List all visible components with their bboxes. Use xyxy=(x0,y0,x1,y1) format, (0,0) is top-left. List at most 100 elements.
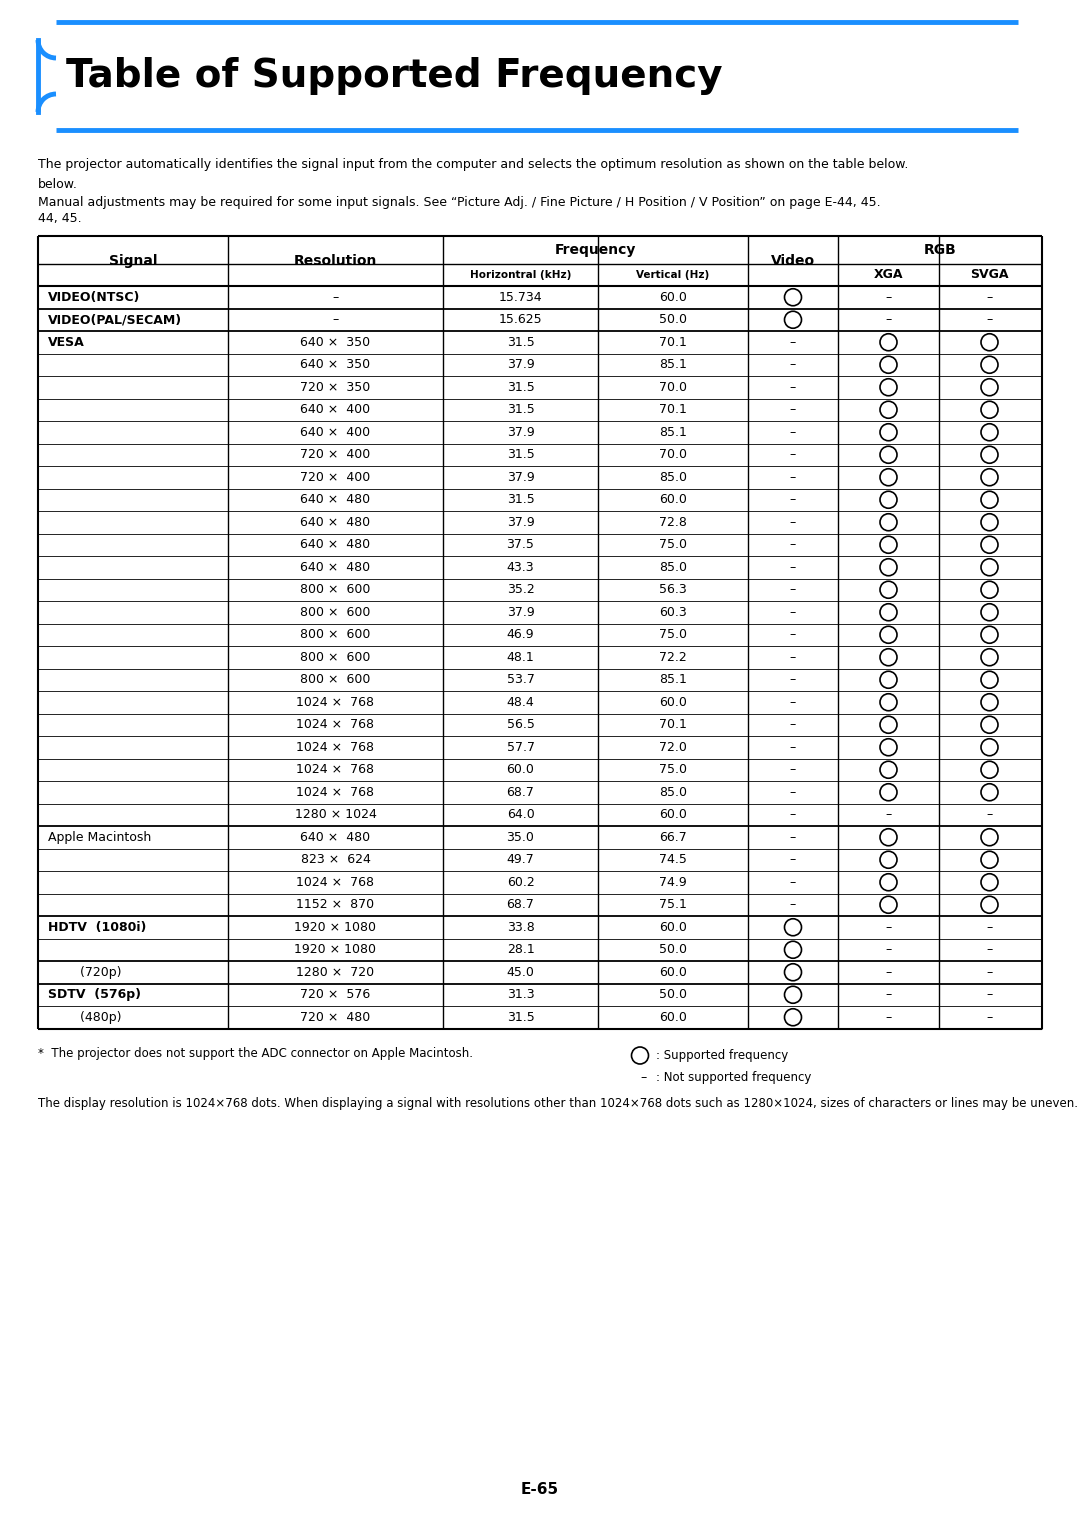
Text: 37.9: 37.9 xyxy=(507,606,535,618)
Text: Table of Supported Frequency: Table of Supported Frequency xyxy=(66,56,723,95)
Text: XGA: XGA xyxy=(874,269,903,281)
Text: –: – xyxy=(789,696,796,708)
Text: –: – xyxy=(986,920,993,934)
Text: 68.7: 68.7 xyxy=(507,786,535,798)
Text: –: – xyxy=(886,943,892,957)
Text: 60.3: 60.3 xyxy=(659,606,687,618)
Text: 43.3: 43.3 xyxy=(507,560,535,574)
Text: 70.0: 70.0 xyxy=(659,449,687,461)
Text: 74.5: 74.5 xyxy=(659,853,687,867)
Text: 49.7: 49.7 xyxy=(507,853,535,867)
Text: –: – xyxy=(789,719,796,731)
Text: –: – xyxy=(789,830,796,844)
Text: 56.3: 56.3 xyxy=(659,583,687,597)
Text: –: – xyxy=(789,809,796,821)
Text: The projector automatically identifies the signal input from the computer and se: The projector automatically identifies t… xyxy=(38,159,908,171)
Text: 640 ×  480: 640 × 480 xyxy=(300,830,370,844)
Text: Video: Video xyxy=(771,253,815,269)
Text: 37.9: 37.9 xyxy=(507,359,535,371)
Text: –: – xyxy=(789,359,796,371)
Text: –: – xyxy=(886,291,892,304)
Text: below.: below. xyxy=(38,179,78,191)
Text: 60.0: 60.0 xyxy=(659,696,687,708)
Text: 48.4: 48.4 xyxy=(507,696,535,708)
Text: 37.5: 37.5 xyxy=(507,539,535,551)
Text: 31.3: 31.3 xyxy=(507,989,535,1001)
Text: 72.0: 72.0 xyxy=(659,740,687,754)
Text: 800 ×  600: 800 × 600 xyxy=(300,606,370,618)
Text: 72.2: 72.2 xyxy=(659,650,687,664)
Text: Vertical (Hz): Vertical (Hz) xyxy=(636,270,710,279)
Text: –: – xyxy=(789,493,796,507)
Text: 53.7: 53.7 xyxy=(507,673,535,687)
Text: –: – xyxy=(886,809,892,821)
Text: –: – xyxy=(789,899,796,911)
Text: 50.0: 50.0 xyxy=(659,989,687,1001)
Text: 75.0: 75.0 xyxy=(659,539,687,551)
Text: –: – xyxy=(789,876,796,888)
Text: Manual adjustments may be required for some input signals. See “Picture Adj. / F: Manual adjustments may be required for s… xyxy=(38,195,880,209)
Text: 45.0: 45.0 xyxy=(507,966,535,978)
Text: Resolution: Resolution xyxy=(294,253,377,269)
Text: 33.8: 33.8 xyxy=(507,920,535,934)
Text: –: – xyxy=(789,382,796,394)
Text: 35.0: 35.0 xyxy=(507,830,535,844)
Text: 60.2: 60.2 xyxy=(507,876,535,888)
Text: 35.2: 35.2 xyxy=(507,583,535,597)
Text: 640 ×  480: 640 × 480 xyxy=(300,493,370,507)
Text: 60.0: 60.0 xyxy=(659,1010,687,1024)
Text: 37.9: 37.9 xyxy=(507,426,535,439)
Text: 1152 ×  870: 1152 × 870 xyxy=(296,899,375,911)
Text: VIDEO(PAL/SECAM): VIDEO(PAL/SECAM) xyxy=(48,313,183,327)
Text: –: – xyxy=(986,313,993,327)
Text: –: – xyxy=(789,516,796,528)
Text: 1024 ×  768: 1024 × 768 xyxy=(297,763,375,777)
Text: 66.7: 66.7 xyxy=(659,830,687,844)
Text: 1024 ×  768: 1024 × 768 xyxy=(297,696,375,708)
Text: HDTV  (1080i): HDTV (1080i) xyxy=(48,920,147,934)
Text: 37.9: 37.9 xyxy=(507,516,535,528)
Text: 31.5: 31.5 xyxy=(507,336,535,349)
Text: 31.5: 31.5 xyxy=(507,1010,535,1024)
Text: 60.0: 60.0 xyxy=(659,920,687,934)
Text: 720 ×  400: 720 × 400 xyxy=(300,449,370,461)
Text: 1024 ×  768: 1024 × 768 xyxy=(297,786,375,798)
Text: 72.8: 72.8 xyxy=(659,516,687,528)
Text: –: – xyxy=(886,1010,892,1024)
Text: 85.0: 85.0 xyxy=(659,786,687,798)
Text: 1024 ×  768: 1024 × 768 xyxy=(297,719,375,731)
Text: 800 ×  600: 800 × 600 xyxy=(300,583,370,597)
Text: 85.0: 85.0 xyxy=(659,470,687,484)
Text: 50.0: 50.0 xyxy=(659,943,687,957)
Text: –: – xyxy=(333,313,339,327)
Text: 75.0: 75.0 xyxy=(659,629,687,641)
Text: 31.5: 31.5 xyxy=(507,449,535,461)
Text: : Supported frequency: : Supported frequency xyxy=(656,1048,788,1062)
Text: 75.0: 75.0 xyxy=(659,763,687,777)
Text: –: – xyxy=(986,809,993,821)
Text: 56.5: 56.5 xyxy=(507,719,535,731)
Text: (480p): (480p) xyxy=(48,1010,121,1024)
Text: 31.5: 31.5 xyxy=(507,382,535,394)
Text: 75.1: 75.1 xyxy=(659,899,687,911)
Text: 85.0: 85.0 xyxy=(659,560,687,574)
Text: 15.734: 15.734 xyxy=(499,291,542,304)
Text: –: – xyxy=(640,1071,647,1085)
Text: 640 ×  400: 640 × 400 xyxy=(300,426,370,439)
Text: 800 ×  600: 800 × 600 xyxy=(300,629,370,641)
Text: –: – xyxy=(789,539,796,551)
Text: E-65: E-65 xyxy=(521,1482,559,1497)
Text: *  The projector does not support the ADC connector on Apple Macintosh.: * The projector does not support the ADC… xyxy=(38,1047,473,1059)
Text: 37.9: 37.9 xyxy=(507,470,535,484)
Text: The display resolution is 1024×768 dots. When displaying a signal with resolutio: The display resolution is 1024×768 dots.… xyxy=(38,1097,1078,1109)
Text: SVGA: SVGA xyxy=(970,269,1009,281)
Text: 60.0: 60.0 xyxy=(659,493,687,507)
Text: 15.625: 15.625 xyxy=(499,313,542,327)
Text: –: – xyxy=(886,966,892,978)
Text: 70.1: 70.1 xyxy=(659,719,687,731)
Text: 60.0: 60.0 xyxy=(659,966,687,978)
Text: VESA: VESA xyxy=(48,336,84,349)
Text: 60.0: 60.0 xyxy=(659,809,687,821)
Text: –: – xyxy=(333,291,339,304)
Text: 44, 45.: 44, 45. xyxy=(38,212,82,224)
